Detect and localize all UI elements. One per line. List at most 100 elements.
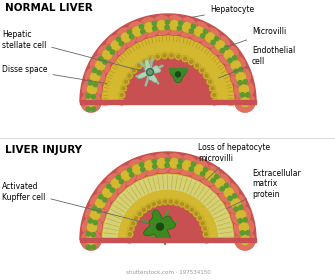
Circle shape: [86, 245, 90, 249]
Circle shape: [235, 209, 246, 220]
Circle shape: [201, 222, 204, 225]
Circle shape: [224, 183, 228, 188]
Circle shape: [139, 24, 144, 29]
Circle shape: [218, 44, 239, 65]
Circle shape: [238, 219, 242, 223]
Circle shape: [90, 193, 111, 214]
Circle shape: [239, 84, 250, 95]
Circle shape: [90, 55, 111, 76]
Circle shape: [233, 217, 255, 238]
Circle shape: [184, 57, 187, 60]
Circle shape: [243, 218, 248, 222]
Circle shape: [211, 87, 214, 90]
Circle shape: [175, 201, 178, 204]
Text: Hepatic
stellate cell: Hepatic stellate cell: [2, 30, 143, 71]
Circle shape: [196, 215, 203, 222]
Circle shape: [110, 178, 121, 189]
Circle shape: [139, 162, 144, 167]
Text: Disse space: Disse space: [2, 66, 107, 83]
Circle shape: [119, 179, 123, 184]
Circle shape: [179, 201, 186, 208]
Circle shape: [239, 67, 243, 71]
Circle shape: [168, 52, 175, 59]
Circle shape: [90, 71, 100, 83]
Circle shape: [116, 37, 121, 41]
Circle shape: [173, 199, 180, 206]
Circle shape: [102, 187, 113, 198]
Circle shape: [179, 21, 183, 25]
Circle shape: [210, 35, 231, 56]
Circle shape: [97, 71, 101, 75]
Circle shape: [119, 41, 123, 46]
Circle shape: [129, 35, 134, 39]
Circle shape: [156, 199, 163, 206]
Circle shape: [156, 20, 167, 31]
Circle shape: [132, 222, 135, 225]
Circle shape: [234, 92, 256, 113]
Circle shape: [97, 209, 101, 213]
Circle shape: [189, 29, 193, 33]
Circle shape: [209, 85, 216, 92]
Circle shape: [230, 66, 251, 88]
Circle shape: [205, 32, 216, 43]
Circle shape: [148, 70, 152, 74]
Text: LIVER INJURY: LIVER INJURY: [5, 145, 82, 155]
Circle shape: [122, 87, 125, 90]
Circle shape: [240, 93, 245, 97]
Circle shape: [136, 62, 142, 69]
Circle shape: [233, 79, 255, 100]
Circle shape: [189, 167, 193, 171]
Circle shape: [81, 217, 103, 238]
Circle shape: [201, 172, 205, 176]
Circle shape: [210, 173, 231, 194]
Circle shape: [147, 55, 154, 62]
Circle shape: [200, 27, 221, 48]
Circle shape: [128, 74, 131, 77]
Circle shape: [99, 57, 103, 61]
Circle shape: [91, 233, 95, 237]
Circle shape: [223, 187, 234, 198]
Circle shape: [199, 220, 206, 227]
Circle shape: [193, 210, 200, 217]
Circle shape: [91, 95, 95, 99]
Circle shape: [194, 62, 200, 69]
Circle shape: [208, 80, 211, 83]
Circle shape: [240, 235, 251, 246]
Polygon shape: [143, 210, 176, 241]
Circle shape: [81, 79, 103, 100]
Circle shape: [211, 178, 215, 183]
Circle shape: [215, 40, 226, 51]
Circle shape: [146, 69, 153, 76]
Circle shape: [91, 107, 96, 111]
Circle shape: [85, 66, 106, 88]
Circle shape: [120, 101, 123, 104]
Circle shape: [120, 170, 131, 181]
Circle shape: [203, 29, 208, 34]
Circle shape: [246, 93, 250, 97]
Circle shape: [203, 167, 208, 172]
Polygon shape: [130, 202, 206, 240]
Circle shape: [181, 203, 184, 206]
Circle shape: [127, 159, 148, 180]
Circle shape: [125, 80, 128, 83]
Circle shape: [95, 60, 106, 71]
Circle shape: [95, 198, 106, 209]
Circle shape: [169, 158, 180, 169]
Circle shape: [127, 30, 132, 34]
Polygon shape: [102, 174, 234, 240]
Circle shape: [110, 40, 121, 51]
Circle shape: [220, 186, 224, 191]
Circle shape: [144, 22, 154, 33]
Text: Microvilli: Microvilli: [227, 27, 286, 47]
Circle shape: [105, 173, 126, 194]
Circle shape: [188, 159, 209, 180]
Circle shape: [177, 164, 182, 168]
Circle shape: [169, 20, 180, 31]
Circle shape: [151, 15, 172, 36]
Circle shape: [93, 83, 97, 87]
Circle shape: [88, 219, 92, 223]
Polygon shape: [170, 68, 186, 83]
Circle shape: [119, 92, 126, 99]
Circle shape: [213, 101, 216, 104]
Circle shape: [121, 94, 124, 97]
